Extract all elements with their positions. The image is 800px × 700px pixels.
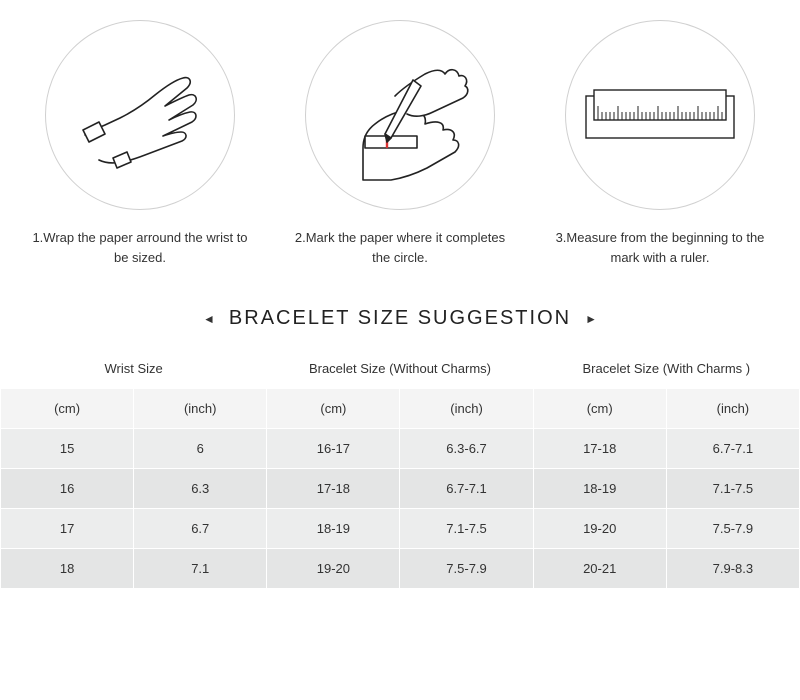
cell: 6.7: [134, 509, 267, 549]
arrow-right-icon: ►: [585, 312, 597, 326]
title-bar: ◄ BRACELET SIZE SUGGESTION ►: [0, 307, 800, 330]
step-1-illustration: [45, 20, 235, 210]
cell: 7.1-7.5: [666, 469, 799, 509]
sub-header: (inch): [134, 389, 267, 429]
cell: 17-18: [267, 469, 400, 509]
cell: 7.9-8.3: [666, 549, 799, 589]
step-3: 3.Measure from the beginning to the mark…: [540, 20, 780, 267]
sub-header: (cm): [267, 389, 400, 429]
cell: 6.7-7.1: [400, 469, 533, 509]
cell: 18-19: [267, 509, 400, 549]
cell: 20-21: [533, 549, 666, 589]
step-3-illustration: [565, 20, 755, 210]
cell: 7.1-7.5: [400, 509, 533, 549]
step-2-caption: 2.Mark the paper where it completes the …: [290, 228, 510, 267]
sub-header: (inch): [666, 389, 799, 429]
table-row: 15 6 16-17 6.3-6.7 17-18 6.7-7.1: [1, 429, 800, 469]
cell: 7.1: [134, 549, 267, 589]
size-table: Wrist Size Bracelet Size (Without Charms…: [0, 348, 800, 589]
table-subheader-row: (cm) (inch) (cm) (inch) (cm) (inch): [1, 389, 800, 429]
cell: 17: [1, 509, 134, 549]
cell: 19-20: [267, 549, 400, 589]
cell: 16-17: [267, 429, 400, 469]
hand-mark-icon: [325, 40, 475, 190]
cell: 6: [134, 429, 267, 469]
section-title: BRACELET SIZE SUGGESTION: [229, 307, 571, 330]
step-1-caption: 1.Wrap the paper arround the wrist to be…: [30, 228, 250, 267]
sub-header: (cm): [1, 389, 134, 429]
ruler-icon: [580, 40, 740, 190]
steps-row: 1.Wrap the paper arround the wrist to be…: [0, 0, 800, 277]
sub-header: (inch): [400, 389, 533, 429]
cell: 7.5-7.9: [666, 509, 799, 549]
cell: 19-20: [533, 509, 666, 549]
step-2-illustration: [305, 20, 495, 210]
step-3-caption: 3.Measure from the beginning to the mark…: [550, 228, 770, 267]
step-2: 2.Mark the paper where it completes the …: [280, 20, 520, 267]
sub-header: (cm): [533, 389, 666, 429]
group-header: Bracelet Size (Without Charms): [267, 349, 533, 389]
hand-wrap-icon: [65, 40, 215, 190]
step-1: 1.Wrap the paper arround the wrist to be…: [20, 20, 260, 267]
table-row: 16 6.3 17-18 6.7-7.1 18-19 7.1-7.5: [1, 469, 800, 509]
table-row: 17 6.7 18-19 7.1-7.5 19-20 7.5-7.9: [1, 509, 800, 549]
cell: 6.3-6.7: [400, 429, 533, 469]
cell: 6.7-7.1: [666, 429, 799, 469]
cell: 17-18: [533, 429, 666, 469]
table-row: 18 7.1 19-20 7.5-7.9 20-21 7.9-8.3: [1, 549, 800, 589]
group-header: Bracelet Size (With Charms ): [533, 349, 799, 389]
table-group-header-row: Wrist Size Bracelet Size (Without Charms…: [1, 349, 800, 389]
group-header: Wrist Size: [1, 349, 267, 389]
cell: 6.3: [134, 469, 267, 509]
arrow-left-icon: ◄: [203, 312, 215, 326]
cell: 18-19: [533, 469, 666, 509]
cell: 16: [1, 469, 134, 509]
cell: 15: [1, 429, 134, 469]
cell: 7.5-7.9: [400, 549, 533, 589]
cell: 18: [1, 549, 134, 589]
